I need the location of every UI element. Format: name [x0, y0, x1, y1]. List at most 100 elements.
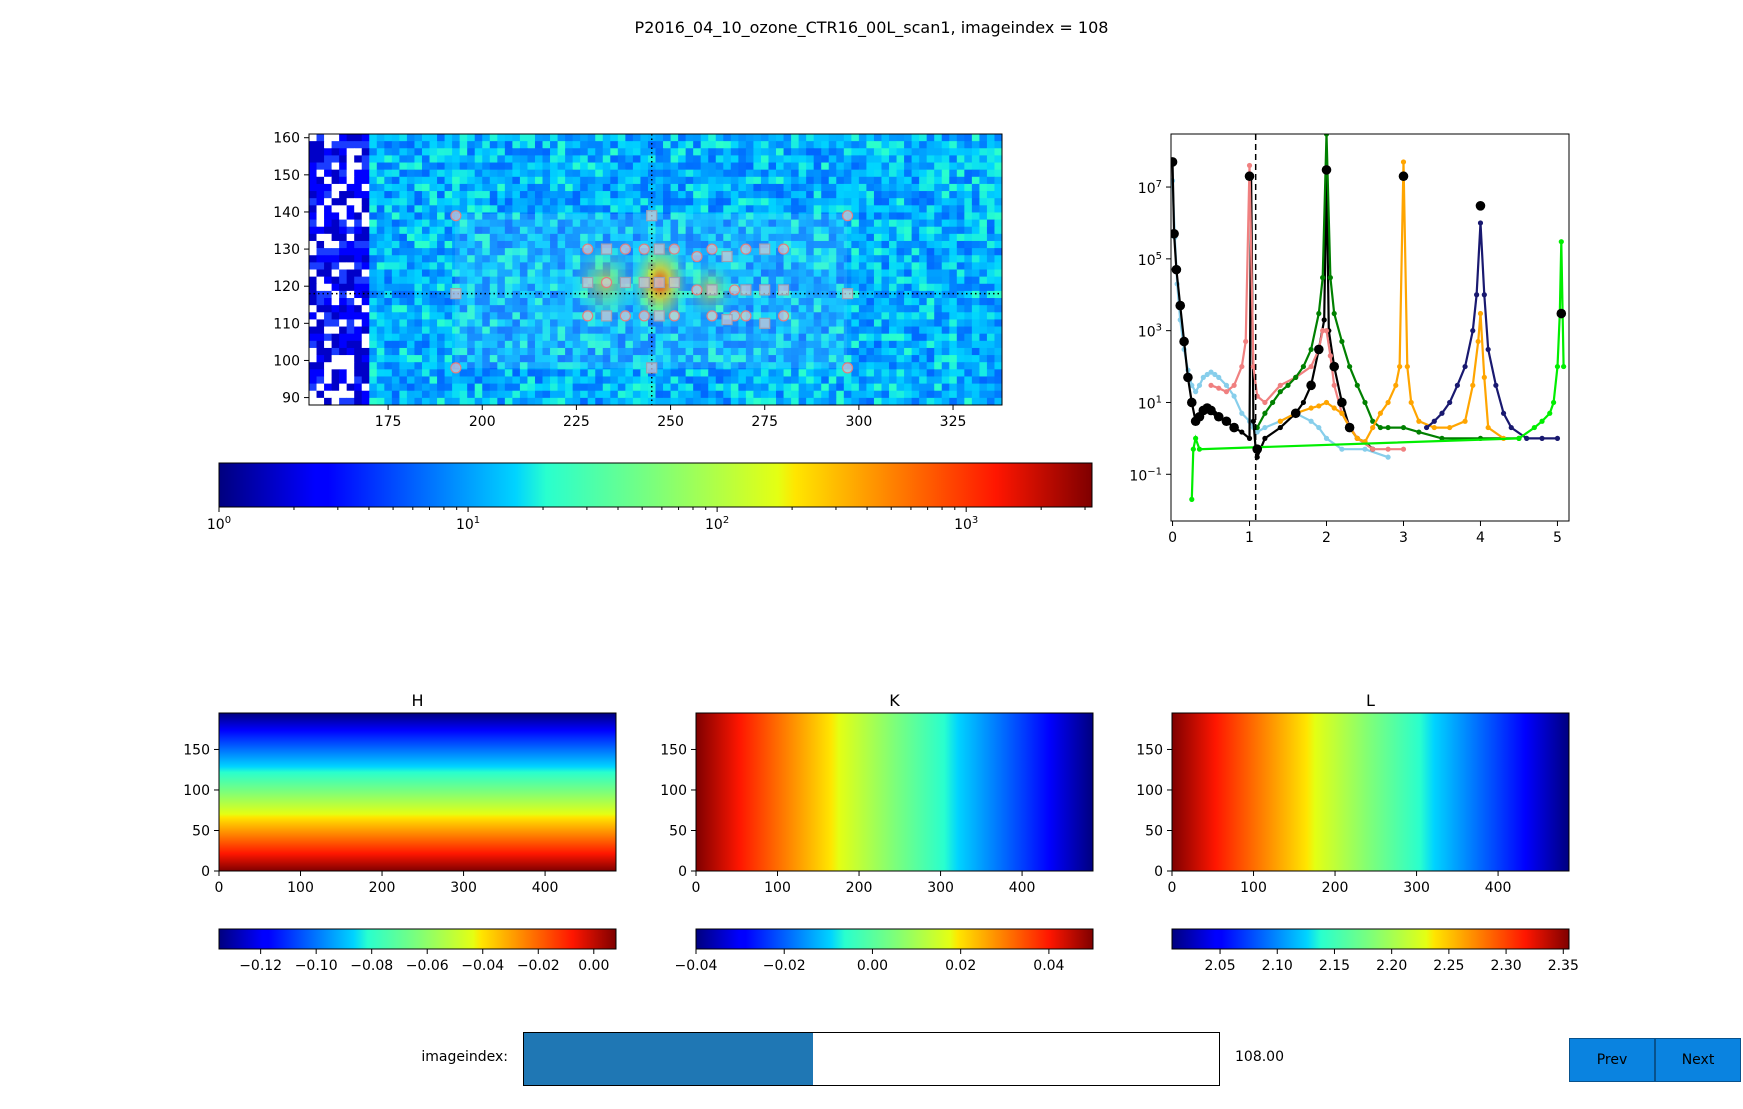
ctr-peak-marker: [1186, 397, 1197, 408]
colorbar-tick-label: 103: [954, 515, 978, 533]
ctr-data-point: [1447, 424, 1453, 431]
ctr-peak-marker: [1179, 336, 1189, 347]
roi-circle-marker: [638, 310, 650, 322]
ctr-data-point: [1327, 275, 1333, 281]
ctr-data-point: [1377, 410, 1383, 416]
x-tick-label: 400: [532, 880, 559, 896]
ctr-peak-marker: [1337, 397, 1347, 408]
ctr-peak-marker: [1556, 308, 1567, 319]
x-tick-label: 200: [369, 880, 396, 896]
ctr-data-point: [1462, 363, 1468, 370]
ctr-data-point: [1439, 410, 1445, 416]
ctr-data-point: [1190, 446, 1196, 452]
ctr-data-point: [1277, 424, 1283, 431]
y-tick-label: 10−1: [1129, 466, 1162, 484]
colorbar-gradient: [695, 928, 1094, 950]
x-tick-label: 175: [375, 414, 402, 430]
ctr-data-point: [1431, 424, 1437, 431]
ctr-data-point: [1323, 435, 1330, 441]
ctr-data-point: [1193, 435, 1199, 441]
intensity-colorbar: 100 101 102 103: [207, 462, 1093, 533]
ctr-data-point: [1539, 418, 1545, 424]
x-tick-label: 3: [1399, 530, 1408, 546]
ctr-data-point: [1196, 446, 1203, 452]
y-tick-label: 100: [660, 783, 687, 799]
roi-square-marker: [619, 276, 631, 289]
ctr-data-point: [1193, 389, 1199, 395]
x-tick-label: 400: [1485, 880, 1512, 896]
x-tick-label: 0: [215, 880, 224, 896]
x-tick-label: 0: [1168, 530, 1177, 546]
x-tick-label: 275: [751, 414, 778, 430]
ctr-data-point: [1208, 369, 1214, 375]
ctr-data-point: [1216, 374, 1222, 380]
ctr-data-point: [1551, 399, 1557, 406]
roi-square-marker: [653, 243, 665, 255]
x-tick-label: 100: [764, 880, 791, 896]
y-tick-label: 107: [1138, 179, 1162, 197]
prev-button[interactable]: Prev: [1569, 1038, 1655, 1082]
roi-square-marker: [600, 243, 613, 255]
ctr-peak-marker: [1398, 171, 1409, 182]
ctr-data-point: [1316, 310, 1322, 317]
ctr-data-point: [1397, 363, 1403, 370]
y-tick-label: 101: [1138, 394, 1162, 412]
ctr-data-point: [1246, 435, 1253, 441]
ctr-data-point: [1208, 382, 1214, 388]
ctr-data-point: [1204, 371, 1210, 378]
figure-title: P2016_04_10_ozone_CTR16_00L_scan1, image…: [634, 18, 1109, 37]
roi-circle-marker: [600, 276, 613, 289]
ctr-data-point: [1262, 424, 1268, 431]
ctr-data-point: [1331, 382, 1337, 388]
colorbar-tick-label: 100: [207, 515, 231, 533]
roi-square-marker: [646, 362, 658, 374]
imageindex-slider-fill[interactable]: [524, 1033, 813, 1085]
roi-square-marker: [582, 276, 594, 289]
ctr-data-point: [1323, 328, 1330, 334]
roi-square-marker: [740, 284, 752, 296]
ctr-data-point: [1250, 363, 1256, 370]
map-title: K: [889, 691, 900, 710]
x-tick-label: 100: [287, 880, 314, 896]
roi-circle-marker: [777, 310, 790, 322]
x-tick-label: 225: [563, 414, 590, 430]
next-button[interactable]: Next: [1655, 1038, 1741, 1082]
roi-circle-marker: [740, 310, 752, 322]
colorbar-tick-label: 101: [456, 515, 480, 533]
ctr-data-point: [1493, 382, 1499, 388]
roi-square-marker: [841, 288, 854, 300]
ctr-data-point: [1481, 374, 1487, 380]
ctr-peak-marker: [1183, 372, 1193, 383]
colorbar-tick-label: −0.12: [239, 958, 282, 974]
ctr-data-point: [1370, 418, 1376, 424]
colorbar-tick-label: 2.30: [1490, 958, 1521, 974]
ctr-data-point: [1439, 435, 1445, 441]
ctr-peak-marker: [1229, 422, 1239, 433]
ctr-data-point: [1308, 405, 1314, 411]
ctr-data-point: [1400, 424, 1407, 431]
ctr-data-point: [1320, 275, 1326, 281]
detector-y-ticks: 90 100 110 120 130 140 150 160: [273, 131, 309, 407]
ctr-data-point: [1277, 418, 1283, 424]
colorbar-tick-label: −0.04: [461, 958, 504, 974]
roi-square-marker: [668, 276, 680, 289]
ctr-data-point: [1423, 424, 1430, 431]
crosshair: [309, 134, 1002, 405]
x-tick-label: 4: [1476, 530, 1485, 546]
imageindex-slider[interactable]: [523, 1032, 1220, 1086]
ctr-data-point: [1308, 418, 1314, 424]
roi-square-marker: [600, 310, 613, 322]
ctr-data-point: [1481, 292, 1487, 298]
x-tick-label: 300: [927, 880, 954, 896]
ctr-data-point: [1270, 399, 1276, 406]
ctr-data-point: [1385, 446, 1391, 452]
roi-circle-marker: [582, 310, 594, 322]
ctr-data-point: [1189, 496, 1195, 502]
ctr-peak-marker: [1314, 344, 1324, 355]
y-tick-label: 105: [1138, 251, 1162, 269]
roi-square-marker: [646, 210, 658, 222]
ctr-data-point: [1447, 399, 1453, 406]
ctr-data-point: [1385, 454, 1391, 460]
ctr-data-point: [1277, 382, 1283, 388]
